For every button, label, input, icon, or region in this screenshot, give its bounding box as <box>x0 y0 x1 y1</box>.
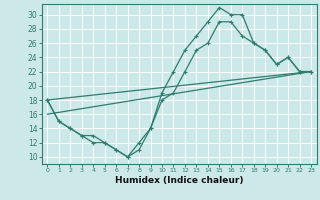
X-axis label: Humidex (Indice chaleur): Humidex (Indice chaleur) <box>115 176 244 185</box>
